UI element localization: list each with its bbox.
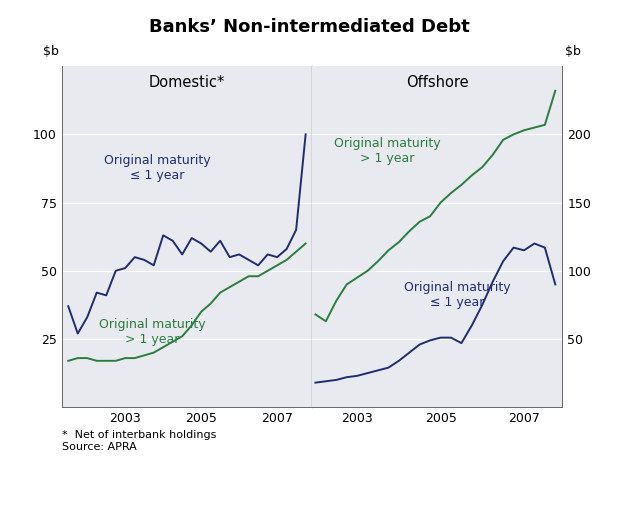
Text: Domestic*: Domestic*	[149, 75, 225, 90]
Text: Original maturity
≤ 1 year: Original maturity ≤ 1 year	[104, 154, 210, 183]
Text: $b: $b	[43, 45, 59, 58]
Text: Offshore: Offshore	[406, 75, 468, 90]
Text: *  Net of interbank holdings
Source: APRA: * Net of interbank holdings Source: APRA	[62, 430, 216, 451]
Text: Banks’ Non-intermediated Debt: Banks’ Non-intermediated Debt	[148, 18, 470, 36]
Text: $b: $b	[565, 45, 581, 58]
Text: Original maturity
> 1 year: Original maturity > 1 year	[334, 137, 441, 165]
Text: Original maturity
> 1 year: Original maturity > 1 year	[99, 318, 205, 346]
Text: Original maturity
≤ 1 year: Original maturity ≤ 1 year	[404, 280, 510, 308]
